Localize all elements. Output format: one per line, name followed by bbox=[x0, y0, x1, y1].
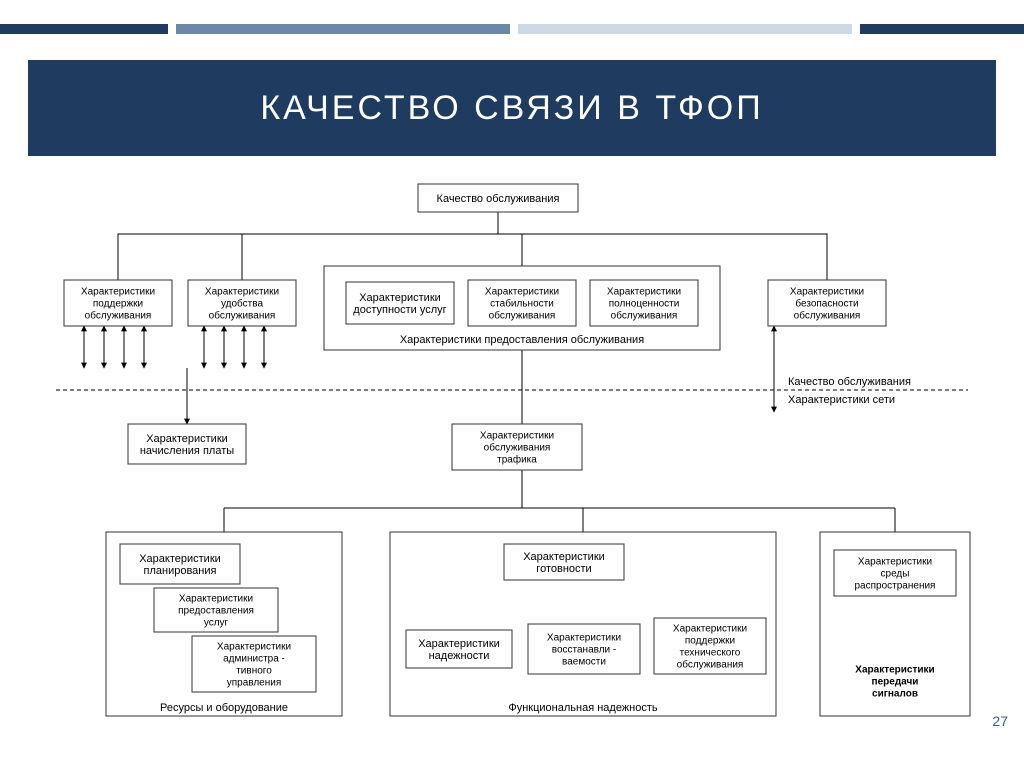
svg-text:ваемости: ваемости bbox=[562, 657, 606, 668]
svg-text:Характеристики: Характеристики bbox=[673, 624, 747, 635]
svg-text:Характеристики: Характеристики bbox=[217, 642, 291, 653]
svg-text:среды: среды bbox=[881, 569, 910, 580]
svg-text:обслуживания: обслуживания bbox=[209, 310, 276, 322]
svg-text:обслуживания: обслуживания bbox=[677, 659, 744, 671]
svg-text:Ресурсы и оборудование: Ресурсы и оборудование bbox=[160, 702, 288, 714]
svg-text:восстанавли -: восстанавли - bbox=[552, 645, 617, 656]
svg-text:Характеристики: Характеристики bbox=[146, 433, 228, 445]
svg-text:планирования: планирования bbox=[144, 565, 217, 577]
svg-text:тивного: тивного bbox=[236, 666, 272, 677]
svg-text:стабильности: стабильности bbox=[490, 298, 554, 310]
svg-text:Характеристики: Характеристики bbox=[858, 557, 932, 568]
svg-text:надежности: надежности bbox=[429, 650, 490, 662]
hierarchy-diagram: Качество обслуживания Характеристики сети… bbox=[28, 168, 996, 744]
svg-text:Характеристики: Характеристики bbox=[790, 287, 864, 298]
svg-text:готовности: готовности bbox=[536, 563, 591, 575]
svg-text:обслуживания: обслуживания bbox=[611, 310, 678, 322]
svg-text:начисления платы: начисления платы bbox=[140, 445, 234, 457]
svg-text:поддержки: поддержки bbox=[93, 299, 143, 310]
svg-text:передачи: передачи bbox=[872, 677, 919, 688]
svg-text:администра -: администра - bbox=[223, 654, 285, 665]
svg-text:Качество обслуживания: Качество обслуживания bbox=[437, 193, 560, 205]
svg-text:доступности услуг: доступности услуг bbox=[353, 304, 446, 316]
svg-text:Характеристики: Характеристики bbox=[547, 633, 621, 644]
title-banner: КАЧЕСТВО СВЯЗИ В ТФОП bbox=[28, 60, 996, 156]
svg-text:Характеристики: Характеристики bbox=[523, 551, 605, 563]
svg-text:Характеристики: Характеристики bbox=[81, 287, 155, 298]
svg-text:Функциональная надежность: Функциональная надежность bbox=[508, 702, 658, 714]
svg-text:услуг: услуг bbox=[204, 618, 229, 629]
svg-text:безопасности: безопасности bbox=[795, 298, 858, 310]
svg-text:Характеристики: Характеристики bbox=[485, 287, 559, 298]
svg-text:трафика: трафика bbox=[497, 454, 537, 466]
accent-bar bbox=[0, 24, 1024, 34]
svg-text:Характеристики: Характеристики bbox=[480, 431, 554, 442]
svg-text:полноценности: полноценности bbox=[609, 299, 680, 310]
svg-text:распространения: распространения bbox=[855, 581, 936, 592]
svg-text:предоставления: предоставления bbox=[178, 606, 254, 617]
svg-text:Характеристики предоставления: Характеристики предоставления обслуживан… bbox=[400, 334, 644, 346]
svg-text:Характеристики: Характеристики bbox=[855, 665, 934, 676]
svg-text:Качество обслуживания: Качество обслуживания bbox=[788, 376, 911, 388]
svg-text:Характеристики: Характеристики bbox=[179, 594, 253, 605]
svg-text:обслуживания: обслуживания bbox=[489, 310, 556, 322]
svg-text:Характеристики: Характеристики bbox=[359, 292, 441, 304]
page-number: 27 bbox=[992, 713, 1008, 729]
svg-text:Характеристики сети: Характеристики сети bbox=[788, 394, 895, 406]
svg-text:Характеристики: Характеристики bbox=[607, 287, 681, 298]
svg-text:обслуживания: обслуживания bbox=[794, 310, 861, 322]
svg-text:Характеристики: Характеристики bbox=[139, 553, 221, 565]
svg-text:технического: технического bbox=[680, 648, 741, 659]
svg-text:поддержки: поддержки bbox=[685, 636, 735, 647]
slide: КАЧЕСТВО СВЯЗИ В ТФОП Качество обслужива… bbox=[0, 0, 1024, 767]
slide-title: КАЧЕСТВО СВЯЗИ В ТФОП bbox=[260, 89, 763, 128]
svg-text:удобства: удобства bbox=[221, 298, 263, 310]
svg-text:управления: управления bbox=[227, 678, 282, 689]
svg-text:обслуживания: обслуживания bbox=[85, 310, 152, 322]
svg-text:Характеристики: Характеристики bbox=[205, 287, 279, 298]
svg-text:Характеристики: Характеристики bbox=[418, 638, 500, 650]
svg-text:сигналов: сигналов bbox=[872, 689, 918, 700]
svg-text:обслуживания: обслуживания bbox=[484, 442, 551, 454]
